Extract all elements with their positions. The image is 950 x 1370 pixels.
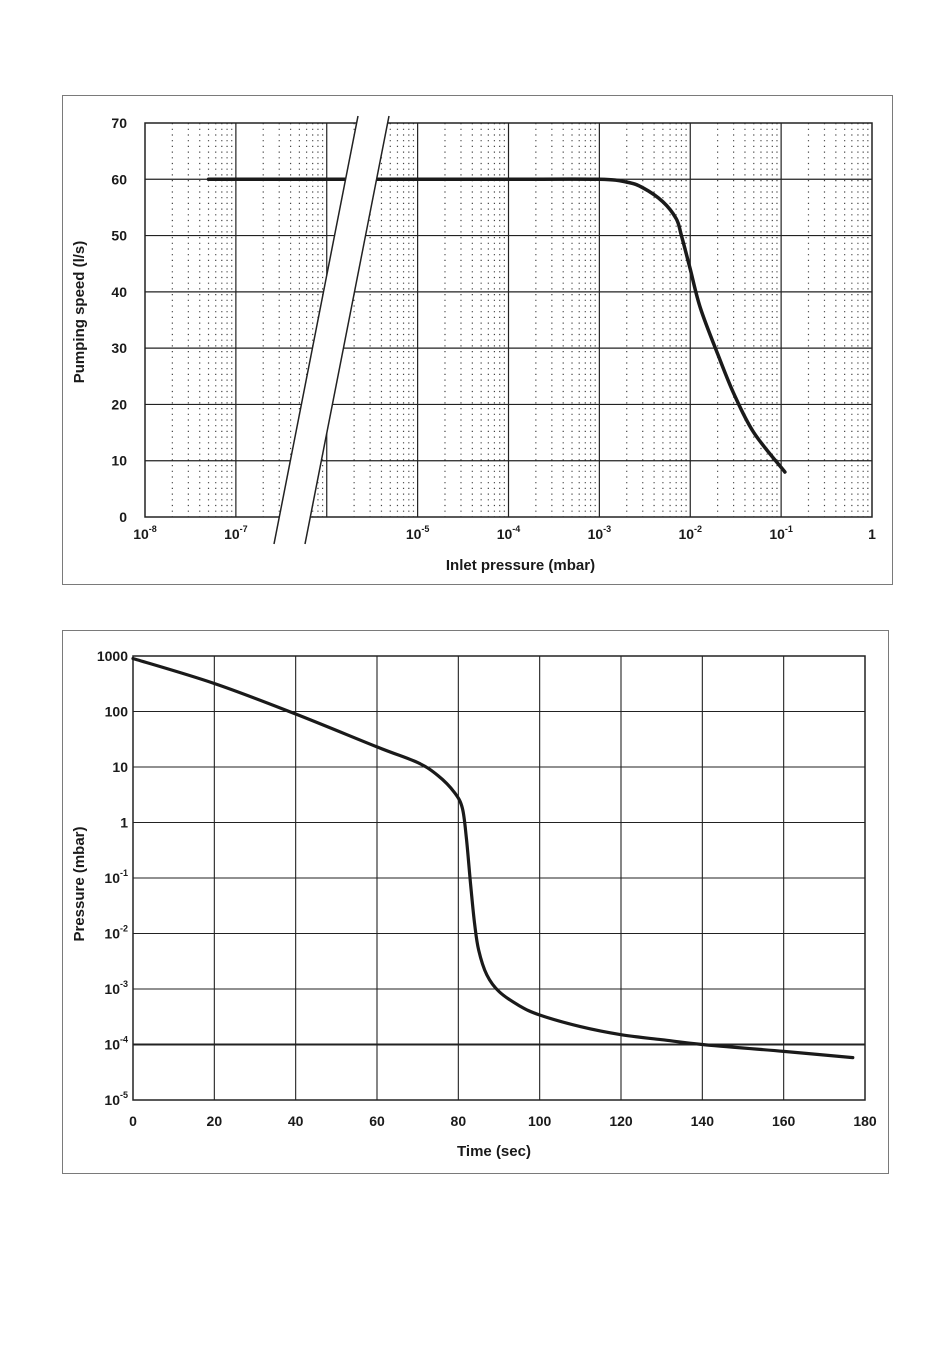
x-tick-label-exponent: -2 [694,524,702,534]
x-tick-label-base: 1 [868,526,876,542]
x-tick-label-base: 10 [133,526,149,542]
y-tick-label: 10 [111,453,127,469]
y-tick-label-exponent: -1 [120,868,128,878]
axis-break-line [273,115,359,545]
x-tick-label-exponent: -3 [603,524,611,534]
x-tick-label: 60 [369,1113,385,1129]
x-tick-label: 1 [868,526,876,542]
y-tick-label: 10-5 [104,1090,128,1108]
y-tick-label: 50 [111,228,127,244]
pumpdown-chart-panel: 0 20 40 60 80 100 120 140 160 180 10-5 10-4 10-3 10-2… [62,630,889,1174]
y-tick-label-base: 10 [104,981,120,997]
x-tick-label-exponent: -1 [785,524,793,534]
x-axis-label: Inlet pressure (mbar) [446,557,595,574]
x-tick-label: 20 [207,1113,223,1129]
x-tick-label-exponent: -4 [512,524,520,534]
y-tick-label: 1 [120,815,128,831]
y-tick-label: 60 [111,171,127,187]
x-tick-label-base: 10 [224,526,240,542]
x-tick-label-base: 10 [769,526,785,542]
x-tick-label-base: 10 [406,526,422,542]
y-tick-label: 10-1 [104,868,128,886]
y-tick-label-base: 10 [104,870,120,886]
y-tick-label-base: 10 [104,1037,120,1053]
x-tick-label-exponent: -8 [149,524,157,534]
pumping-speed-curve [206,177,787,474]
x-tick-label: 10-5 [406,524,430,542]
y-axis-label: Pumping speed (l/s) [71,241,88,384]
y-axis-label: Pressure (mbar) [71,826,88,941]
y-tick-label: 10-2 [104,924,128,942]
y-tick-label-base: 1 [120,815,128,831]
x-tick-label: 100 [528,1113,552,1129]
x-axis-label: Time (sec) [457,1143,531,1160]
x-tick-label: 10-2 [678,524,702,542]
x-tick-label: 120 [609,1113,633,1129]
x-tick-label: 10-1 [769,524,793,542]
y-tick-label: 30 [111,340,127,356]
x-tick-label: 10-8 [133,524,157,542]
y-tick-label-base: 100 [105,704,129,720]
x-tick-label-base: 10 [588,526,604,542]
y-tick-label: 10-4 [104,1035,128,1053]
x-tick-label: 160 [772,1113,796,1129]
y-tick-label-exponent: -4 [120,1035,128,1045]
x-tick-label: 0 [129,1113,137,1129]
x-tick-label-exponent: -5 [421,524,429,534]
y-tick-label-base: 10 [104,1092,120,1108]
pumping-speed-chart-panel: 0 10 20 30 40 50 60 70 10-8 10-7 10-5 10-4 10-3 10-2 1… [62,95,893,585]
x-tick-label-base: 10 [497,526,513,542]
y-tick-label: 70 [111,115,127,131]
x-tick-label: 10-7 [224,524,248,542]
plot-frame [144,122,873,518]
y-tick-label-base: 1000 [97,648,128,664]
y-tick-label-exponent: -2 [120,924,128,934]
x-tick-label: 10-4 [497,524,521,542]
x-tick-label: 140 [691,1113,715,1129]
y-tick-label: 10-3 [104,979,128,997]
y-tick-label-base: 10 [104,926,120,942]
x-tick-label: 180 [853,1113,877,1129]
pumpdown-time-chart: 0 20 40 60 80 100 120 140 160 18010-510-410-310-2… [71,648,877,1160]
y-tick-label: 10 [112,759,128,775]
axis-break-line [304,115,390,545]
y-tick-label: 0 [119,509,127,525]
y-tick-label: 40 [111,284,127,300]
y-tick-label-exponent: -3 [120,979,128,989]
x-tick-label: 10-3 [588,524,612,542]
y-tick-label: 1000 [97,648,128,664]
x-tick-label-exponent: -7 [240,524,248,534]
pumpdown-curve [131,656,855,1060]
y-tick-label: 100 [105,704,129,720]
y-tick-label: 20 [111,396,127,412]
y-tick-label-exponent: -5 [120,1090,128,1100]
plot-frame [132,655,866,1101]
x-tick-label: 80 [451,1113,467,1129]
axis-break-band [274,116,389,544]
y-tick-label-base: 10 [112,759,128,775]
x-tick-label-base: 10 [678,526,694,542]
x-tick-label: 40 [288,1113,304,1129]
